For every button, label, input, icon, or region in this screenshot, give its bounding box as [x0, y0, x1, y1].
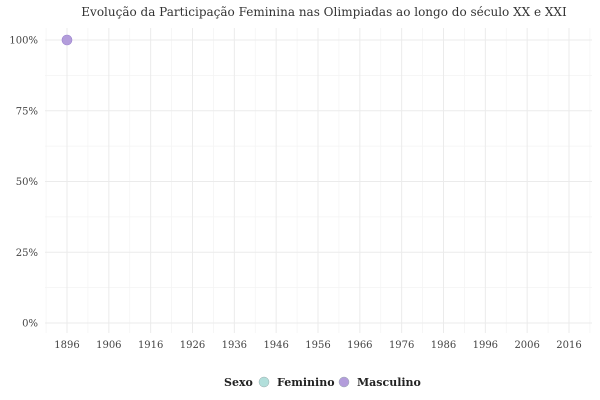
- y-tick-label: 75%: [16, 106, 38, 117]
- data-points: [61, 34, 73, 46]
- x-tick-label: 2016: [556, 340, 581, 351]
- x-tick-label: 1936: [222, 340, 247, 351]
- x-tick-label: 1956: [305, 340, 330, 351]
- legend-label-feminino: Feminino: [277, 376, 335, 389]
- grid: [45, 28, 592, 333]
- x-tick-label: 1986: [431, 340, 456, 351]
- legend-label-masculino: Masculino: [357, 376, 421, 389]
- legend-key-feminino: [258, 376, 270, 388]
- legend: Sexo Feminino Masculino: [224, 376, 421, 389]
- x-tick-label: 1996: [473, 340, 498, 351]
- legend-key-masculino: [338, 376, 350, 388]
- x-axis-ticks: 1896 1906 1916 1926 1936 1946 1956 1966 1976 1986…: [54, 340, 581, 351]
- x-tick-label: 1916: [138, 340, 163, 351]
- legend-title: Sexo: [224, 376, 253, 389]
- data-point-masculino: [61, 34, 73, 46]
- chart-title: Evolução da Participação Feminina nas Ol…: [81, 5, 567, 19]
- x-tick-label: 1946: [263, 340, 288, 351]
- x-tick-label: 1896: [54, 340, 79, 351]
- x-tick-label: 1906: [96, 340, 121, 351]
- x-tick-label: 1966: [347, 340, 372, 351]
- x-tick-label: 1976: [389, 340, 414, 351]
- y-axis-ticks: 0% 25% 50% 75% 100%: [9, 36, 38, 330]
- x-tick-label: 2006: [514, 340, 539, 351]
- y-tick-label: 50%: [16, 177, 38, 188]
- y-tick-label: 25%: [16, 248, 38, 259]
- y-tick-label: 100%: [9, 36, 38, 47]
- y-tick-label: 0%: [22, 319, 38, 330]
- x-tick-label: 1926: [180, 340, 205, 351]
